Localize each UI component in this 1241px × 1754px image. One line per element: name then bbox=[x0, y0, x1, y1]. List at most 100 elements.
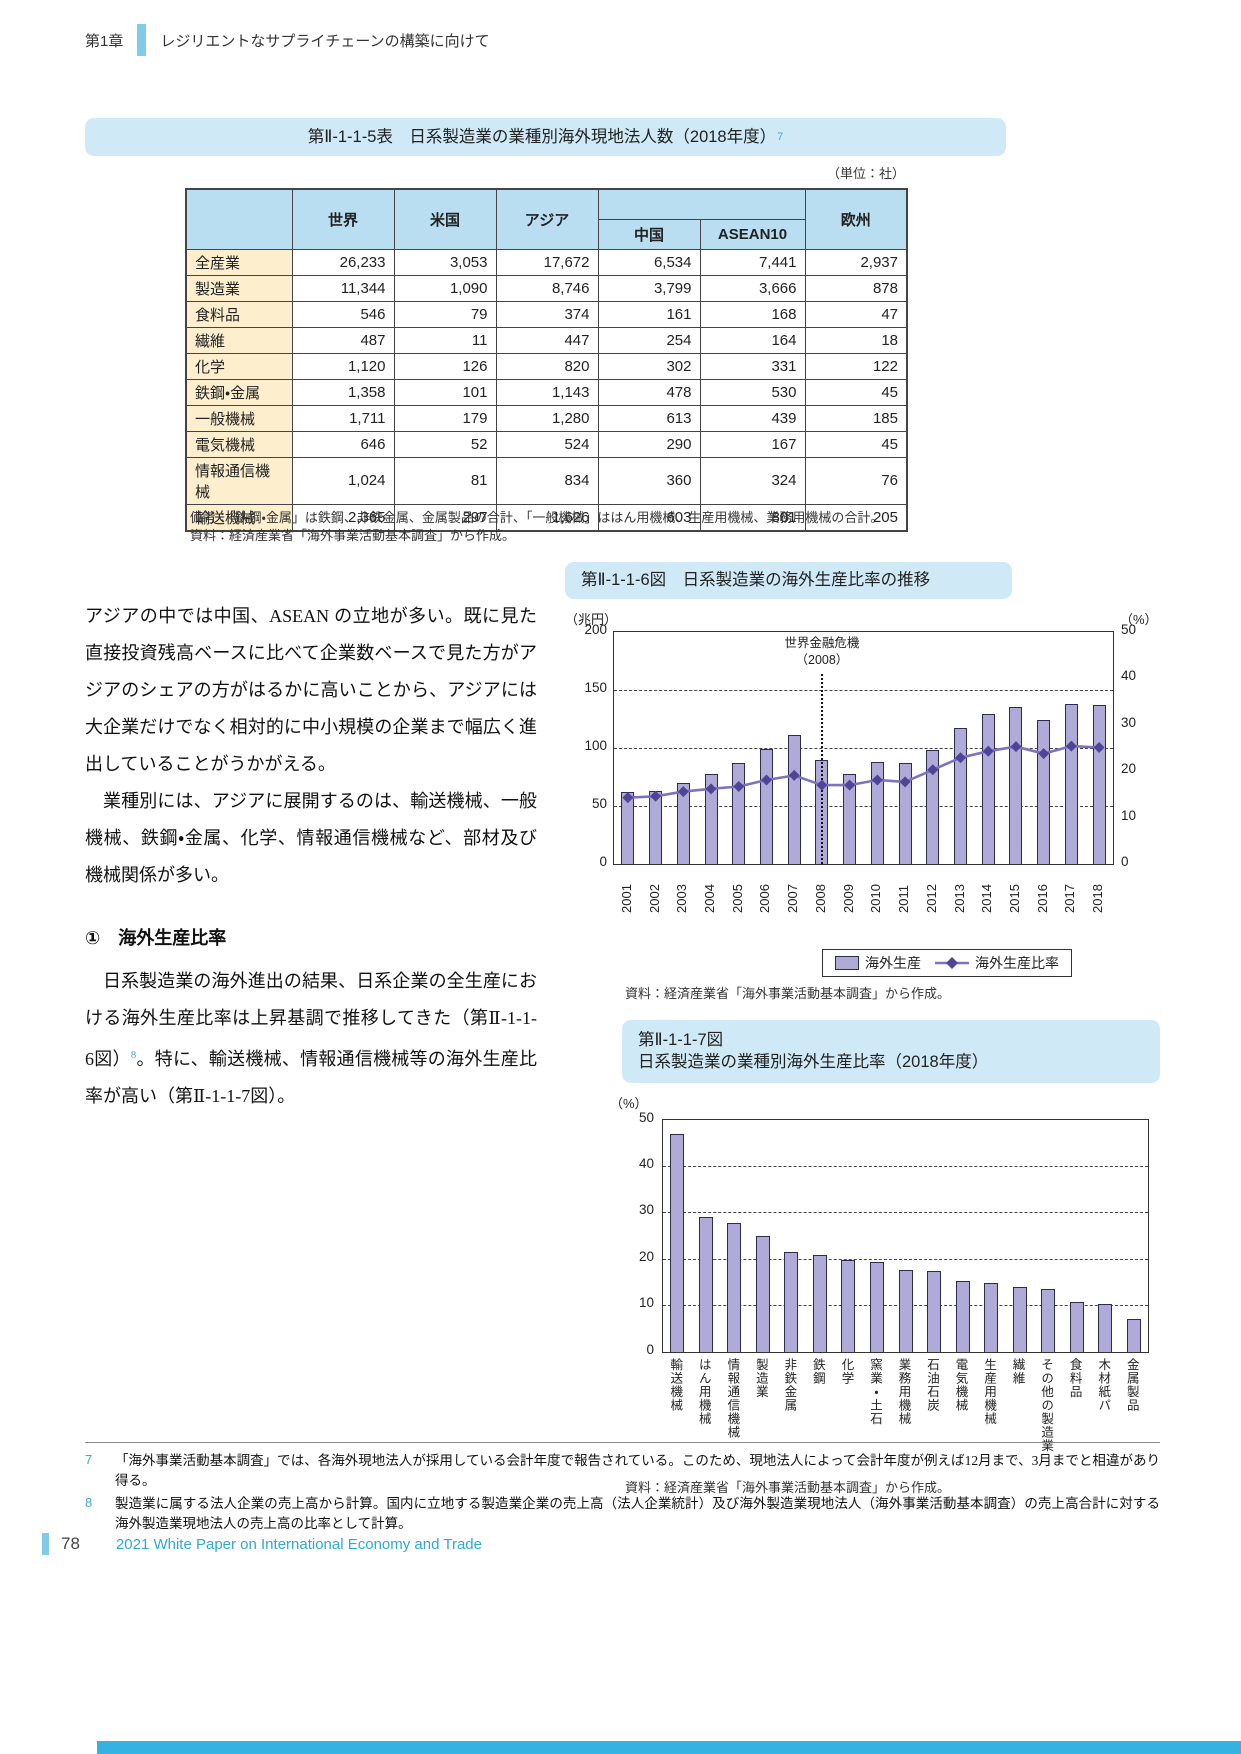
table-notes: 備考：「鉄鋼・金属」は鉄鋼、非鉄金属、金属製品の合計、「一般機械」ははん用機械、… bbox=[190, 509, 1020, 545]
cell-value: 45 bbox=[804, 378, 908, 406]
x-axis-year-label: 2013 bbox=[951, 884, 967, 913]
cell-value: 164 bbox=[699, 326, 806, 354]
cell-value: 17,672 bbox=[495, 248, 599, 276]
y-axis-tick: 40 bbox=[638, 1155, 654, 1171]
x-axis-year-label: 2011 bbox=[896, 885, 912, 913]
section-heading-overseas-production-ratio: ① 海外生産比率 bbox=[85, 928, 227, 948]
y-axis-tick: 30 bbox=[638, 1202, 654, 1218]
cell-value: 546 bbox=[291, 300, 395, 328]
right-axis-tick: 50 bbox=[1121, 622, 1137, 637]
bar-overseas-production bbox=[926, 750, 940, 864]
footnote-number: 8 bbox=[85, 1495, 93, 1510]
industry-label: 金属製品 bbox=[1124, 1357, 1139, 1412]
industry-bar bbox=[955, 1280, 970, 1352]
ratio-diamond-marker bbox=[982, 745, 994, 757]
bottom-accent-band bbox=[97, 1741, 1241, 1754]
x-axis-year-label: 2012 bbox=[923, 884, 939, 913]
x-axis-year-label: 2005 bbox=[729, 884, 745, 913]
page-number-accent-bar bbox=[42, 1533, 49, 1555]
data-table: 世界 米国 アジア 欧州 中国 ASEAN10 全産業 26,233 3,053 17… bbox=[185, 188, 908, 532]
cell-value: 6,534 bbox=[597, 248, 701, 276]
page-header: 第1章 レジリエントなサプライチェーンの構築に向けて bbox=[85, 24, 490, 56]
table-source: 資料：経済産業省「海外事業活動基本調査」から作成。 bbox=[190, 528, 516, 543]
footnote-number: 7 bbox=[85, 1452, 93, 1467]
chapter-accent-bar bbox=[137, 24, 147, 56]
x-axis-year-label: 2017 bbox=[1062, 884, 1078, 913]
cell-value: 3,666 bbox=[699, 274, 806, 302]
industry-label: 輸送機械 bbox=[668, 1357, 683, 1412]
industry-label: 石油石炭 bbox=[925, 1357, 940, 1412]
bar-overseas-production bbox=[787, 735, 801, 864]
right-axis-tick: 40 bbox=[1121, 668, 1137, 684]
cell-value: 205 bbox=[804, 503, 908, 531]
footnote-item: 7 「海外事業活動基本調査」では、各海外現地法人が採用している会計年度で報告されて… bbox=[85, 1451, 1160, 1491]
ratio-diamond-marker bbox=[1093, 742, 1105, 754]
figure6-plot: 世界金融危機 （2008） bbox=[613, 631, 1114, 865]
left-axis-tick: 0 bbox=[599, 854, 607, 869]
cell-value: 290 bbox=[597, 430, 701, 458]
gridline bbox=[614, 690, 1113, 691]
table-row: 電気機械 646 52 524 290 167 45 bbox=[185, 430, 908, 458]
footnote-text: 「海外事業活動基本調査」では、各海外現地法人が採用している会計年度で報告されてい… bbox=[115, 1453, 1160, 1488]
row-label: 繊維 bbox=[185, 326, 293, 354]
bar-overseas-production bbox=[1037, 720, 1051, 864]
left-axis-unit: （兆円） bbox=[565, 612, 618, 627]
industry-bar bbox=[784, 1252, 799, 1352]
industry-label: 繊維 bbox=[1010, 1357, 1025, 1385]
cell-value: 530 bbox=[699, 378, 806, 406]
industry-bar bbox=[984, 1283, 999, 1352]
bar-overseas-production bbox=[704, 773, 718, 864]
industry-label: 非鉄金属 bbox=[782, 1357, 797, 1412]
table-row: 鉄鋼・金属 1,358 101 1,143 478 530 45 bbox=[185, 378, 908, 406]
cell-value: 360 bbox=[597, 456, 701, 505]
gridline bbox=[663, 1212, 1148, 1214]
x-axis-year-label: 2014 bbox=[979, 884, 995, 913]
x-axis-year-label: 2010 bbox=[868, 884, 884, 913]
footnote-item: 8 製造業に属する法人企業の売上高から計算。国内に立地する製造業企業の売上高（法人… bbox=[85, 1494, 1160, 1534]
table-head: 世界 米国 アジア 欧州 中国 ASEAN10 bbox=[185, 188, 908, 250]
table-title: 第Ⅱ-1-1-5表 日系製造業の業種別海外現地法人数（2018年度） bbox=[307, 127, 777, 146]
ratio-diamond-marker bbox=[844, 779, 856, 791]
cell-value: 820 bbox=[495, 352, 599, 380]
industry-bar bbox=[1126, 1318, 1141, 1352]
industry-label: 窯業・土石 bbox=[867, 1357, 882, 1426]
table-row: 食料品 546 79 374 161 168 47 bbox=[185, 300, 908, 328]
industry-label: 電気機械 bbox=[953, 1357, 968, 1412]
ratio-diamond-marker bbox=[899, 776, 911, 788]
cell-value: 52 bbox=[393, 430, 497, 458]
gridline bbox=[663, 1258, 1148, 1260]
bar-overseas-production bbox=[676, 782, 690, 864]
industry-bar bbox=[841, 1259, 856, 1352]
y-axis-tick: 50 bbox=[638, 1109, 654, 1125]
right-axis-tick: 10 bbox=[1121, 807, 1137, 823]
row-label: 全産業 bbox=[185, 248, 293, 276]
right-axis-tick: 30 bbox=[1121, 714, 1137, 730]
row-label: 輸送機械 bbox=[185, 503, 293, 531]
y-axis-tick: 10 bbox=[638, 1295, 654, 1311]
bar-overseas-production bbox=[843, 773, 857, 864]
cell-value: 126 bbox=[393, 352, 497, 380]
table-remark: 備考：「鉄鋼・金属」は鉄鋼、非鉄金属、金属製品の合計、「一般機械」ははん用機械、… bbox=[190, 510, 884, 525]
ratio-diamond-marker bbox=[871, 774, 883, 786]
bar-overseas-production bbox=[898, 763, 912, 864]
bar-swatch bbox=[835, 956, 859, 970]
figure7-chart: （%） 0 10 20 30 40 50 輸送機械 はん用機械 情報通信機械 製造業 非鉄金属 鉄鋼 化学… bbox=[565, 1093, 1160, 1475]
cell-value: 646 bbox=[291, 430, 395, 458]
figure7-title-line1: 第Ⅱ-1-1-7図 bbox=[638, 1031, 724, 1049]
ratio-diamond-marker bbox=[760, 774, 772, 786]
left-axis-tick: 200 bbox=[584, 622, 607, 637]
cell-value: 374 bbox=[495, 300, 599, 328]
industry-label: 情報通信機械 bbox=[725, 1357, 740, 1439]
ratio-diamond-marker bbox=[927, 764, 939, 776]
figure-column: 第Ⅱ-1-1-6図 日系製造業の海外生産比率の推移 （兆円） （%） 世界金融危機（… bbox=[565, 562, 1160, 1496]
ratio-diamond-marker bbox=[1038, 748, 1050, 760]
cell-value: 26,233 bbox=[291, 248, 395, 276]
industry-label: 木材紙パ bbox=[1096, 1357, 1111, 1412]
row-label: 情報通信機械 bbox=[185, 456, 293, 505]
cell-value: 1,024 bbox=[291, 456, 395, 505]
table-unit-label: （単位：社） bbox=[826, 166, 905, 181]
footnotes-section: 7 「海外事業活動基本調査」では、各海外現地法人が採用している会計年度で報告されて… bbox=[85, 1442, 1160, 1537]
industry-bar bbox=[869, 1261, 884, 1352]
cell-value: 878 bbox=[804, 274, 908, 302]
cell-value: 1,280 bbox=[495, 404, 599, 432]
